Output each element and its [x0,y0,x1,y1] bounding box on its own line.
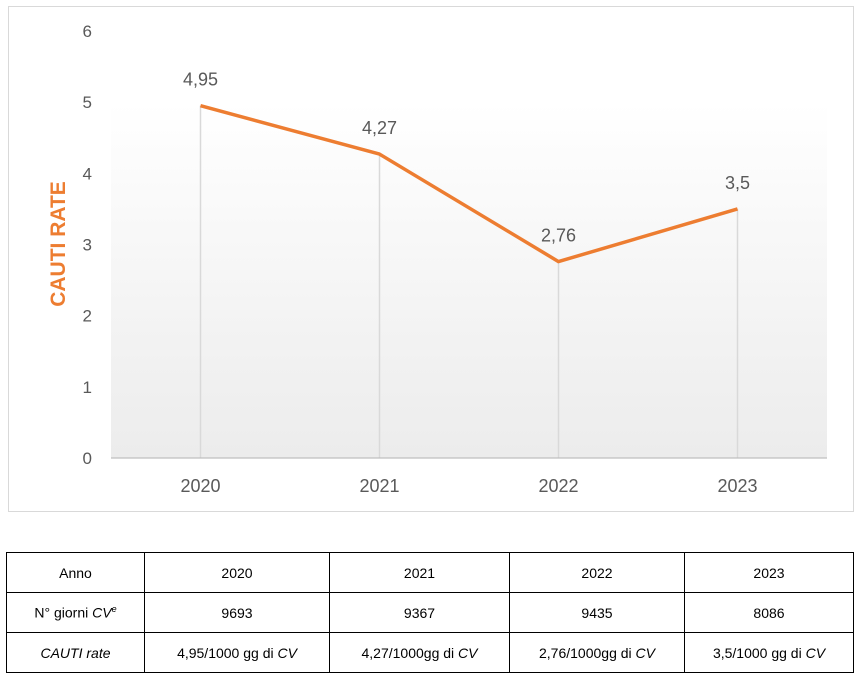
table-row: Anno 2020 2021 2022 2023 [6,552,854,593]
chart-frame: 0 1 2 3 4 5 6 2020 2021 2022 2023 4,95 4,27 2,76 3,5… [8,6,854,512]
y-tick-label: 2 [83,307,92,326]
table-cell: 9693 [144,592,330,633]
y-tick-label: 4 [83,164,92,183]
y-axis-label: CAUTI RATE [47,181,70,307]
y-tick-label: 3 [83,236,92,255]
table-cell: 2023 [684,552,854,593]
table-cell: 4,27/1000gg di CV [329,632,510,673]
x-tick-label: 2020 [180,476,220,496]
table-cell: 2022 [509,552,685,593]
table-cell: 9367 [329,592,510,633]
table-row: N° giorni CVe 9693 9367 9435 8086 [6,592,854,633]
table-cell: 2,76/1000gg di CV [509,632,685,673]
table-cell: 2020 [144,552,330,593]
x-tick-label: 2022 [538,476,578,496]
data-label: 4,27 [362,118,397,138]
x-tick-label: 2023 [717,476,757,496]
table-cell: 4,95/1000 gg di CV [144,632,330,673]
y-tick-label: 6 [83,22,92,41]
y-tick-label: 5 [83,93,92,112]
series-line [200,104,738,264]
table-cell: 8086 [684,592,854,633]
table-cell: 2021 [329,552,510,593]
table-cell: 3,5/1000 gg di CV [684,632,854,673]
plot-area [111,102,827,458]
y-tick-label: 0 [83,449,92,468]
row-label-year: Anno [6,552,145,593]
y-tick-label: 1 [83,378,92,397]
data-label: 4,95 [183,70,218,90]
x-tick-label: 2021 [359,476,399,496]
table-row: CAUTI rate 4,95/1000 gg di CV 4,27/1000g… [6,632,854,673]
table-cell: 9435 [509,592,685,633]
data-table: Anno 2020 2021 2022 2023 N° giorni CVe 9… [6,552,854,673]
row-label-days: N° giorni CVe [6,592,145,633]
data-label: 2,76 [541,226,576,246]
data-label: 3,5 [725,173,750,193]
row-label-rate: CAUTI rate [6,632,145,673]
line-chart: 0 1 2 3 4 5 6 2020 2021 2022 2023 4,95 4,27 2,76 3,5… [47,22,827,496]
